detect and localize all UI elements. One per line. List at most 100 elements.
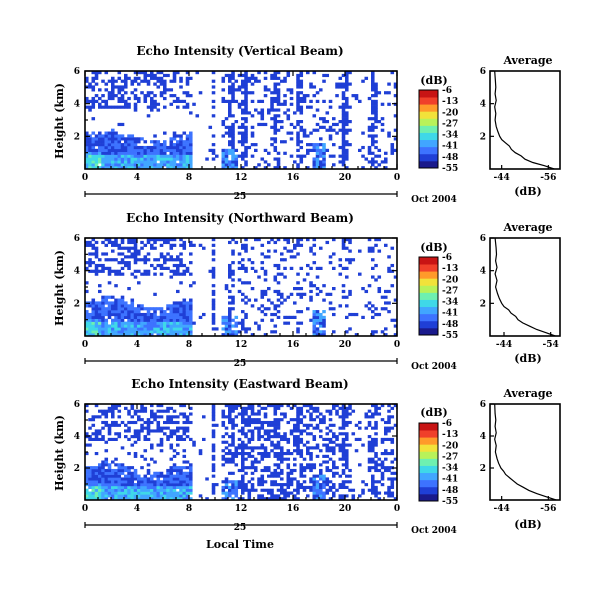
heatmap-cell xyxy=(390,143,395,147)
heatmap-cell xyxy=(348,289,352,294)
heatmap-cell xyxy=(224,117,229,121)
colorbar-segment xyxy=(419,423,438,431)
heatmap-cell xyxy=(156,145,161,150)
heatmap-cell xyxy=(338,497,343,501)
heatmap-cell xyxy=(234,315,239,319)
heatmap-cell xyxy=(182,420,187,425)
heatmap-cell xyxy=(228,269,232,273)
average-y-tick-label: 4 xyxy=(480,432,486,442)
heatmap-cell xyxy=(211,406,216,410)
heatmap-cell xyxy=(224,151,229,155)
heatmap-cell xyxy=(85,452,89,456)
heatmap-cell xyxy=(338,304,343,308)
heatmap-cell xyxy=(244,418,248,422)
heatmap-cell xyxy=(176,318,180,322)
heatmap-cell xyxy=(185,466,190,470)
heatmap-cell xyxy=(244,406,248,410)
heatmap-cell xyxy=(163,88,167,92)
heatmap-cell xyxy=(150,91,154,95)
heatmap-cell xyxy=(133,71,138,75)
panel-northward-beam: Echo Intensity (Northward Beam) Height (… xyxy=(53,211,561,372)
heatmap-cell xyxy=(273,420,278,425)
heatmap-cell xyxy=(130,485,135,489)
heatmap-cell xyxy=(387,418,391,422)
heatmap-cell xyxy=(156,71,161,75)
heatmap-cell xyxy=(169,477,174,481)
heatmap-cell xyxy=(257,238,261,242)
heatmap-cell xyxy=(367,128,372,132)
average-title: Average xyxy=(502,387,552,400)
heatmap-cell xyxy=(179,79,183,83)
heatmap-cell xyxy=(374,91,378,95)
heatmap-cell xyxy=(309,412,313,416)
heatmap-cell xyxy=(120,99,125,103)
heatmap-cell xyxy=(211,449,216,453)
heatmap-cell xyxy=(234,120,239,124)
heatmap-cell xyxy=(231,298,235,302)
heatmap-cell xyxy=(117,246,122,250)
average-x-tick-label: -44 xyxy=(494,173,510,183)
heatmap-cell xyxy=(302,457,307,461)
heatmap-cell xyxy=(156,327,161,331)
heatmap-cell xyxy=(88,330,92,334)
heatmap-cell xyxy=(244,446,248,450)
heatmap-cell xyxy=(299,449,304,453)
heatmap-cell xyxy=(241,108,245,112)
heatmap-cell xyxy=(104,131,109,135)
heatmap-cell xyxy=(244,488,248,492)
heatmap-cell xyxy=(176,471,180,475)
heatmap-cell xyxy=(247,420,252,425)
heatmap-cell xyxy=(176,157,180,161)
heatmap-cell xyxy=(114,140,118,144)
heatmap-cell xyxy=(267,287,271,291)
heatmap-cell xyxy=(224,333,229,337)
heatmap-cell xyxy=(127,330,131,334)
heatmap-cell xyxy=(169,324,174,328)
heatmap-cell xyxy=(179,480,183,484)
heatmap-cell xyxy=(244,295,248,299)
heatmap-cell xyxy=(189,111,193,115)
heatmap-cell xyxy=(111,327,115,331)
heatmap-cell xyxy=(325,454,330,458)
heatmap-cell xyxy=(273,157,278,161)
heatmap-cell xyxy=(250,460,255,464)
heatmap-cell xyxy=(114,463,118,467)
heatmap-cell xyxy=(146,269,151,273)
heatmap-cell xyxy=(150,246,154,250)
heatmap-cell xyxy=(179,263,183,268)
x-tick-label: 0 xyxy=(394,504,400,514)
heatmap-cell xyxy=(273,131,278,135)
heatmap-cell xyxy=(182,99,187,103)
heatmap-cell xyxy=(302,488,307,492)
heatmap-cell xyxy=(250,435,255,439)
heatmap-cell xyxy=(182,327,187,331)
heatmap-cell xyxy=(231,148,235,152)
heatmap-cell xyxy=(332,312,336,317)
heatmap-cell xyxy=(111,105,115,109)
heatmap-cell xyxy=(309,466,313,470)
heatmap-cell xyxy=(341,418,346,422)
heatmap-cell xyxy=(374,99,378,103)
heatmap-cell xyxy=(312,333,317,337)
heatmap-cell xyxy=(296,406,300,410)
heatmap-cell xyxy=(289,483,294,487)
heatmap-cell xyxy=(130,321,135,325)
heatmap-cell xyxy=(228,240,232,245)
heatmap-cell xyxy=(231,307,235,311)
heatmap-cell xyxy=(374,238,378,242)
heatmap-cell xyxy=(143,315,148,319)
heatmap-cell xyxy=(325,128,330,132)
heatmap-cell xyxy=(91,269,96,273)
heatmap-cell xyxy=(273,324,278,328)
heatmap-cell xyxy=(387,452,391,456)
heatmap-cell xyxy=(107,295,112,299)
heatmap-cell xyxy=(211,463,216,467)
heatmap-cell xyxy=(159,480,164,484)
heatmap-cell xyxy=(127,137,131,141)
heatmap-cell xyxy=(146,238,151,242)
heatmap-cell xyxy=(322,418,326,422)
heatmap-cell xyxy=(276,488,281,492)
heatmap-cell xyxy=(260,420,265,425)
heatmap-cell xyxy=(146,240,151,245)
heatmap-cell xyxy=(153,483,157,487)
